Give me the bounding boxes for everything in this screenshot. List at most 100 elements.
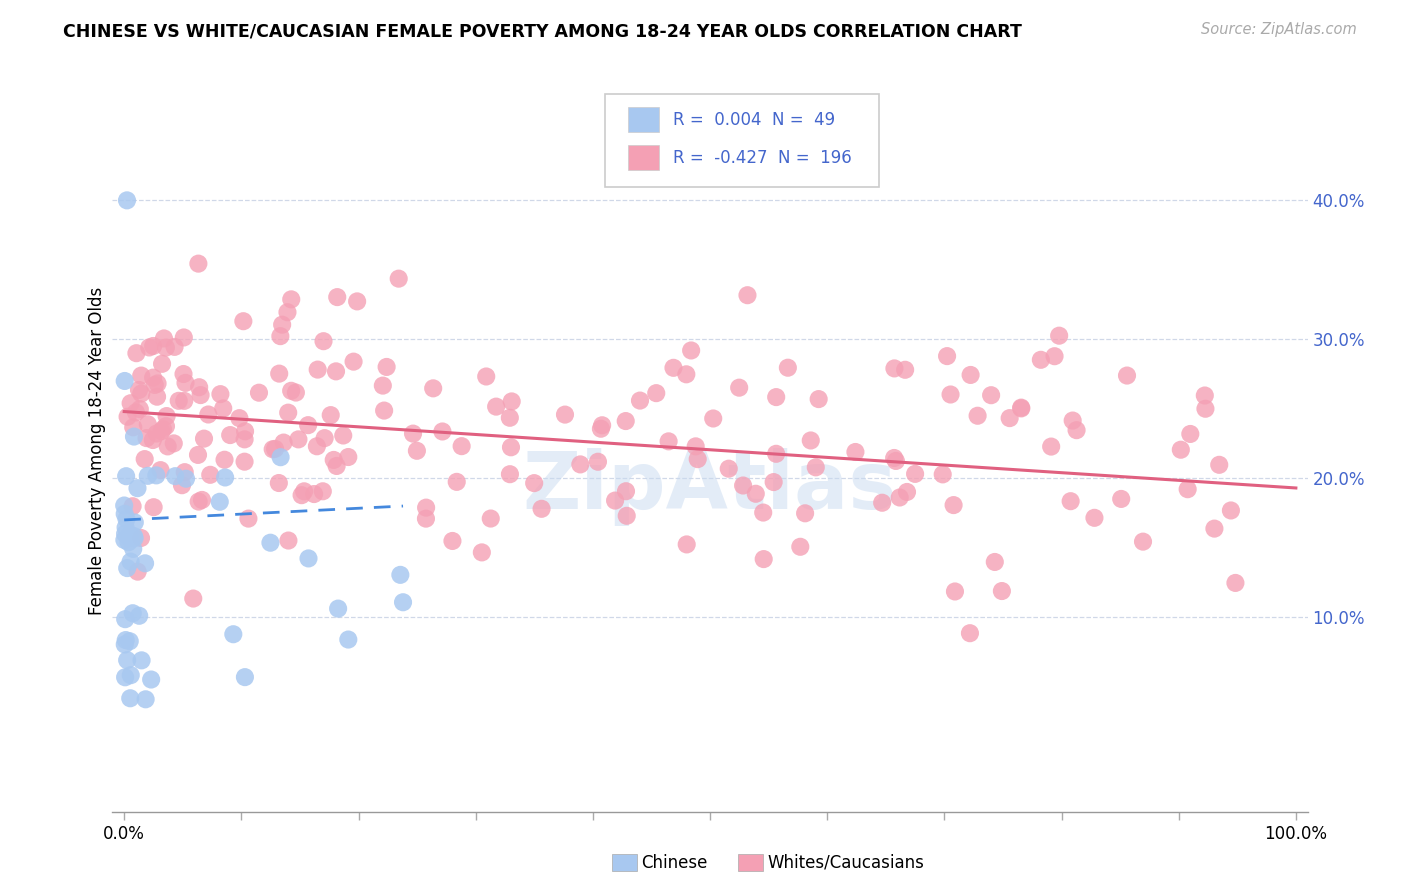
Point [326, 290, 349, 304]
Point [312, 484, 335, 499]
Point [1010, 401, 1032, 416]
Text: Whites/Caucasians: Whites/Caucasians [768, 854, 925, 871]
Point [117, 409, 139, 424]
Point [870, 496, 893, 510]
Point [342, 354, 364, 368]
Point [479, 511, 502, 525]
Point [187, 448, 209, 462]
Point [325, 458, 347, 473]
Point [319, 408, 342, 422]
Point [501, 394, 523, 409]
Point [432, 425, 454, 439]
Point [115, 512, 138, 526]
Point [1194, 401, 1216, 416]
Point [114, 633, 136, 648]
Point [1040, 440, 1063, 454]
Point [269, 329, 291, 343]
Point [271, 318, 294, 332]
Point [471, 545, 494, 559]
Point [247, 385, 270, 400]
Point [884, 454, 907, 468]
Point [789, 540, 811, 554]
Point [337, 632, 360, 647]
Text: R =  0.004  N =  49: R = 0.004 N = 49 [673, 111, 835, 128]
Point [681, 343, 703, 358]
Point [446, 475, 468, 489]
Point [302, 487, 325, 501]
Point [238, 511, 260, 525]
Point [122, 541, 145, 556]
Point [675, 537, 697, 551]
Point [415, 511, 437, 525]
Point [145, 426, 167, 441]
Point [128, 608, 150, 623]
Point [966, 409, 988, 423]
Point [662, 360, 685, 375]
Point [129, 368, 152, 383]
Point [1170, 442, 1192, 457]
Point [115, 194, 138, 208]
Point [752, 552, 775, 566]
Point [117, 535, 139, 549]
Point [392, 595, 415, 609]
Point [326, 601, 349, 615]
Point [114, 638, 136, 652]
Point [388, 271, 411, 285]
Point [402, 426, 425, 441]
Point [135, 692, 157, 706]
Point [270, 450, 292, 465]
Point [614, 414, 637, 428]
Point [800, 434, 823, 448]
Point [450, 439, 472, 453]
Point [129, 531, 152, 545]
Point [569, 458, 592, 472]
Point [200, 467, 222, 482]
Point [307, 362, 329, 376]
Point [807, 392, 830, 406]
Point [485, 400, 508, 414]
Point [118, 634, 141, 648]
Point [118, 531, 141, 545]
Point [136, 417, 159, 432]
Point [114, 507, 136, 521]
Point [422, 381, 444, 395]
Point [114, 526, 136, 541]
Point [337, 450, 360, 464]
Point [645, 386, 668, 401]
Point [233, 425, 256, 439]
Point [173, 330, 195, 344]
Point [883, 450, 905, 465]
Point [844, 445, 866, 459]
Point [804, 460, 827, 475]
Point [142, 433, 165, 447]
Point [142, 339, 165, 353]
Point [155, 341, 177, 355]
Point [187, 494, 209, 508]
Y-axis label: Female Poverty Among 18-24 Year Olds: Female Poverty Among 18-24 Year Olds [87, 286, 105, 615]
Point [125, 405, 148, 419]
Point [209, 387, 232, 401]
Point [284, 385, 307, 400]
Point [1047, 328, 1070, 343]
Point [153, 331, 176, 345]
Point [894, 363, 917, 377]
Point [942, 498, 965, 512]
Point [115, 469, 138, 483]
Point [115, 653, 138, 667]
Point [138, 341, 160, 355]
Point [297, 551, 319, 566]
Point [277, 406, 299, 420]
Point [1029, 352, 1052, 367]
Point [883, 361, 905, 376]
Point [614, 484, 637, 499]
Point [152, 422, 174, 436]
Point [291, 488, 314, 502]
Point [1043, 349, 1066, 363]
Point [146, 390, 169, 404]
Point [114, 612, 136, 626]
Point [733, 478, 755, 492]
Point [943, 584, 966, 599]
Point [188, 380, 211, 394]
Point [499, 410, 522, 425]
Point [717, 461, 740, 475]
